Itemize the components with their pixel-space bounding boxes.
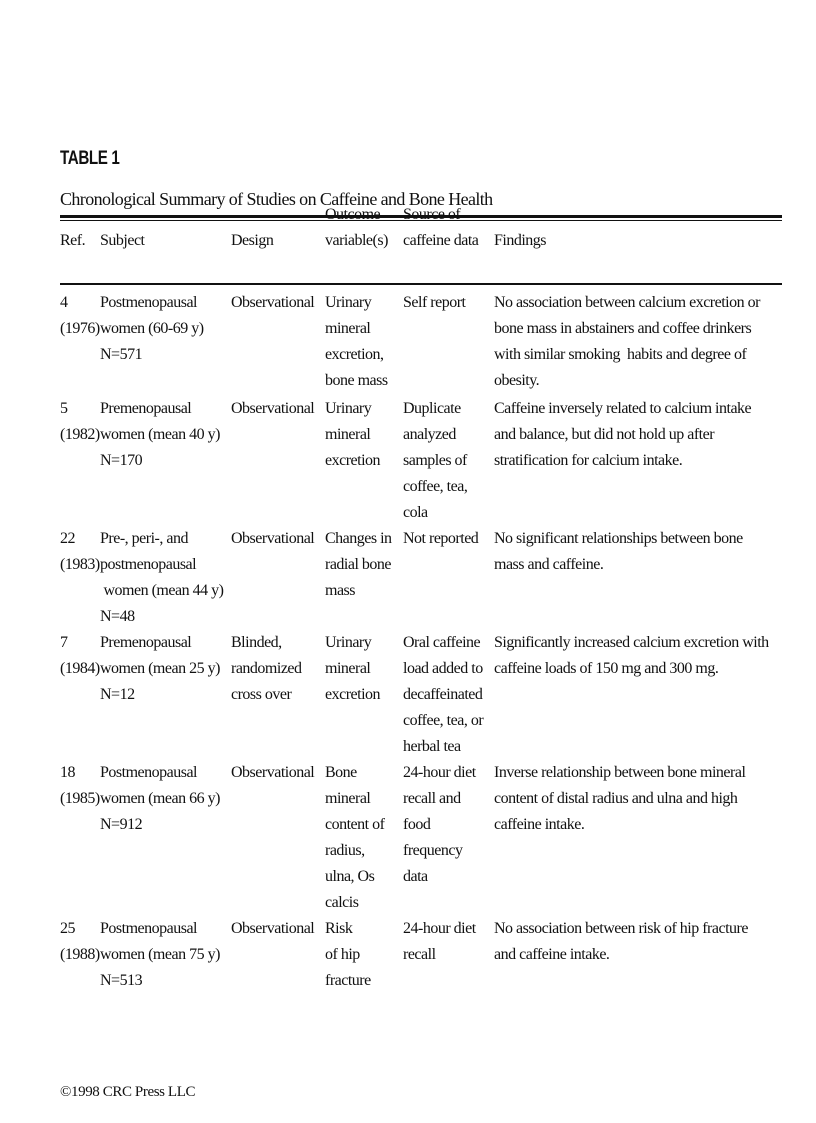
cell-subject: Pre-, peri-, and postmenopausal women (m… — [100, 530, 224, 625]
cell-outcome: Bone mineral content of radius, ulna, Os… — [325, 764, 385, 911]
cell-source: Not reported — [403, 530, 479, 547]
cell-subject: Postmenopausal women (60-69 y) N=571 — [100, 294, 204, 363]
cell-outcome: Risk of hip fracture — [325, 920, 371, 989]
cell-source: Duplicate analyzed samples of coffee, te… — [403, 400, 468, 521]
cell-ref: 22 (1983) — [60, 530, 100, 573]
copyright-footer: ©1998 CRC Press LLC — [60, 1084, 196, 1100]
cell-outcome: Urinary mineral excretion — [325, 400, 381, 469]
cell-design: Observational — [231, 400, 315, 417]
column-header-source: Source of caffeine data — [403, 206, 479, 249]
cell-ref: 4 (1976) — [60, 294, 100, 337]
cell-source: 24-hour diet recall and food frequency d… — [403, 764, 476, 885]
cell-findings: No association between risk of hip fract… — [494, 920, 748, 963]
cell-outcome: Changes in radial bone mass — [325, 530, 392, 599]
cell-design: Observational — [231, 920, 315, 937]
top-rule — [60, 215, 782, 218]
cell-design: Blinded, randomized cross over — [231, 634, 302, 703]
cell-source: Self report — [403, 294, 466, 311]
column-header-subject: Subject — [100, 232, 145, 249]
cell-outcome: Urinary mineral excretion — [325, 634, 381, 703]
cell-design: Observational — [231, 764, 315, 781]
cell-outcome: Urinary mineral excretion, bone mass — [325, 294, 388, 389]
top-rule-thin — [60, 220, 782, 221]
cell-source: Oral caffeine load added to decaffeinate… — [403, 634, 484, 755]
column-header-design: Design — [231, 232, 274, 249]
table-caption: Chronological Summary of Studies on Caff… — [60, 189, 493, 209]
column-header-findings: Findings — [494, 232, 547, 249]
cell-findings: Significantly increased calcium excretio… — [494, 634, 769, 677]
table-label: TABLE 1 — [60, 148, 120, 169]
cell-design: Observational — [231, 294, 315, 311]
header-rule — [60, 283, 782, 285]
cell-findings: No association between calcium excretion… — [494, 294, 760, 389]
cell-findings: No significant relationships between bon… — [494, 530, 743, 573]
cell-subject: Premenopausal women (mean 40 y) N=170 — [100, 400, 220, 469]
cell-ref: 18 (1985) — [60, 764, 100, 807]
cell-ref: 5 (1982) — [60, 400, 100, 443]
cell-subject: Postmenopausal women (mean 66 y) N=912 — [100, 764, 220, 833]
cell-ref: 7 (1984) — [60, 634, 100, 677]
cell-findings: Caffeine inversely related to calcium in… — [494, 400, 752, 469]
cell-ref: 25 (1988) — [60, 920, 100, 963]
cell-design: Observational — [231, 530, 315, 547]
column-header-ref: Ref. — [60, 232, 86, 249]
column-header-outcome: Outcome variable(s) — [325, 206, 388, 249]
cell-findings: Inverse relationship between bone minera… — [494, 764, 746, 833]
cell-source: 24-hour diet recall — [403, 920, 476, 963]
cell-subject: Premenopausal women (mean 25 y) N=12 — [100, 634, 220, 703]
cell-subject: Postmenopausal women (mean 75 y) N=513 — [100, 920, 220, 989]
